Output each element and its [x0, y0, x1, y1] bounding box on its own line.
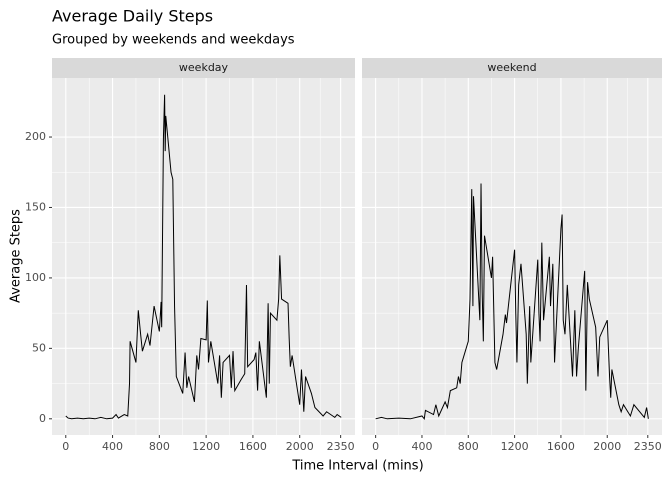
x-tick-label: 1200	[192, 440, 220, 453]
panel	[362, 78, 662, 435]
chart-title: Average Daily Steps	[52, 7, 213, 26]
x-tick-label: 400	[102, 440, 123, 453]
x-tick-label: 1200	[501, 440, 529, 453]
y-tick-label: 0	[39, 412, 46, 425]
x-tick-label: 800	[149, 440, 170, 453]
strip-label: weekend	[487, 61, 536, 74]
y-tick-label: 200	[25, 130, 46, 143]
x-axis-label: Time Interval (mins)	[291, 459, 423, 474]
strip-label: weekday	[179, 61, 229, 74]
strip	[52, 58, 355, 78]
x-tick-label: 1600	[547, 440, 575, 453]
x-tick-label: 1600	[239, 440, 267, 453]
panel	[52, 78, 355, 435]
line	[375, 183, 649, 421]
x-tick-label: 2000	[286, 440, 314, 453]
y-axis-label: Average Steps	[9, 209, 24, 303]
x-tick-label: 800	[458, 440, 479, 453]
y-tick-label: 150	[25, 200, 46, 213]
x-tick-label: 2350	[327, 440, 355, 453]
y-tick-label: 50	[32, 341, 46, 354]
y-tick-label: 100	[25, 271, 46, 284]
strip	[362, 58, 662, 78]
x-tick-label: 0	[62, 440, 69, 453]
x-tick-label: 2000	[593, 440, 621, 453]
x-tick-label: 400	[411, 440, 432, 453]
x-tick-label: 0	[372, 440, 379, 453]
x-tick-label: 2350	[634, 440, 662, 453]
chart-subtitle: Grouped by weekends and weekdays	[52, 33, 295, 48]
line	[65, 94, 342, 420]
